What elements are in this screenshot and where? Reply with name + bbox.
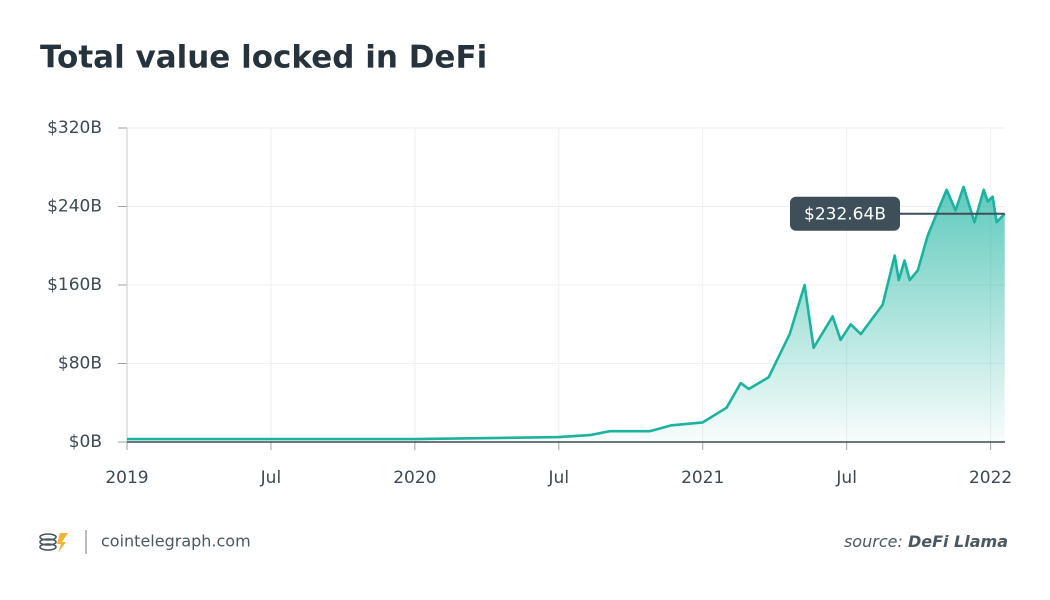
x-tick-label: 2020 [393, 468, 436, 488]
y-tick-label: $80B [58, 354, 102, 374]
y-tick-label: $240B [47, 197, 102, 217]
y-tick-label: $160B [47, 275, 102, 295]
chart-title: Total value locked in DeFi [40, 40, 487, 76]
x-tick-label: Jul [548, 468, 570, 488]
y-tick-label: $0B [69, 432, 102, 452]
source-prefix: source: [844, 532, 903, 551]
logo [39, 533, 68, 553]
site-name: cointelegraph.com [101, 532, 251, 551]
x-tick-label: Jul [835, 468, 857, 488]
x-tick-label: 2022 [969, 468, 1012, 488]
annotation-box [790, 196, 900, 231]
x-tick-label: Jul [260, 468, 282, 488]
line [127, 185, 1006, 441]
x-tick-label: 2019 [105, 468, 148, 488]
y-tick-label: $320B [47, 118, 102, 138]
x-tick-label: 2021 [681, 468, 724, 488]
source-name: DeFi Llama [908, 532, 1008, 551]
area [127, 186, 1005, 442]
annotation-label: $232.64B [804, 205, 886, 225]
source: source: DeFi Llama [844, 532, 1008, 551]
